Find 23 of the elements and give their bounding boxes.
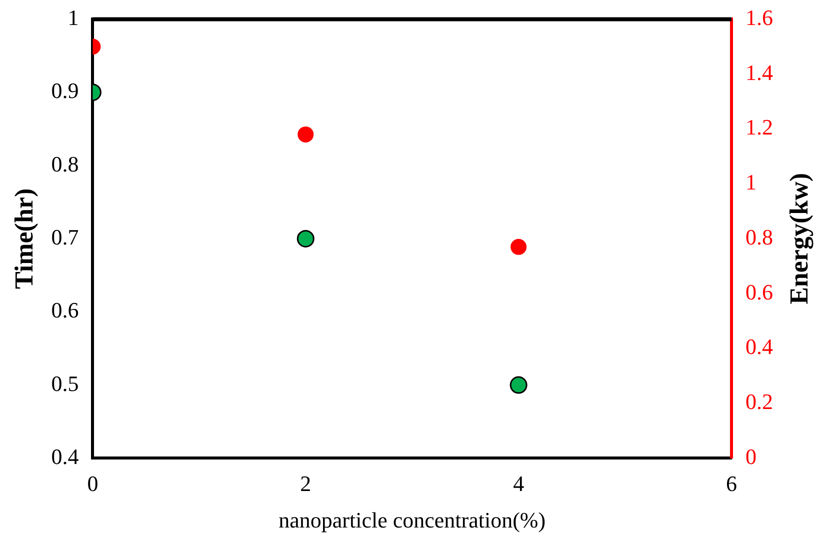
x-axis-title: nanoparticle concentration(%) xyxy=(278,508,546,533)
y2-tick-label: 0.4 xyxy=(746,334,773,360)
y2-tick-label: 1 xyxy=(746,170,756,195)
x-tick-label: 2 xyxy=(300,471,312,496)
y2-tick-label: 0.8 xyxy=(746,224,773,250)
y-tick-label: 0.9 xyxy=(51,78,79,104)
y2-tick-label: 0 xyxy=(746,444,756,469)
y-tick-label: 0.5 xyxy=(51,370,79,396)
y2-axis-title: Energy(kw) xyxy=(784,172,814,304)
y-tick-label: 0.6 xyxy=(51,298,79,323)
y-tick-label: 0.4 xyxy=(51,444,79,469)
y2-tick-label: 1.4 xyxy=(746,60,773,85)
x-tick-label: 6 xyxy=(726,471,737,496)
x-tick-label: 4 xyxy=(513,471,524,496)
y2-tick-label: 0.2 xyxy=(746,389,773,414)
y-axis-title: Time(hr) xyxy=(9,188,38,290)
y-tick-label: 0.7 xyxy=(51,224,79,250)
y2-tick-label: 1.2 xyxy=(746,114,773,140)
y2-tick-label: 0.6 xyxy=(746,279,773,304)
y-tick-label: 0.8 xyxy=(51,151,79,176)
y2-tick-label: 1.6 xyxy=(746,4,773,30)
y-tick-label: 1 xyxy=(68,4,79,30)
x-tick-label: 0 xyxy=(87,471,98,496)
